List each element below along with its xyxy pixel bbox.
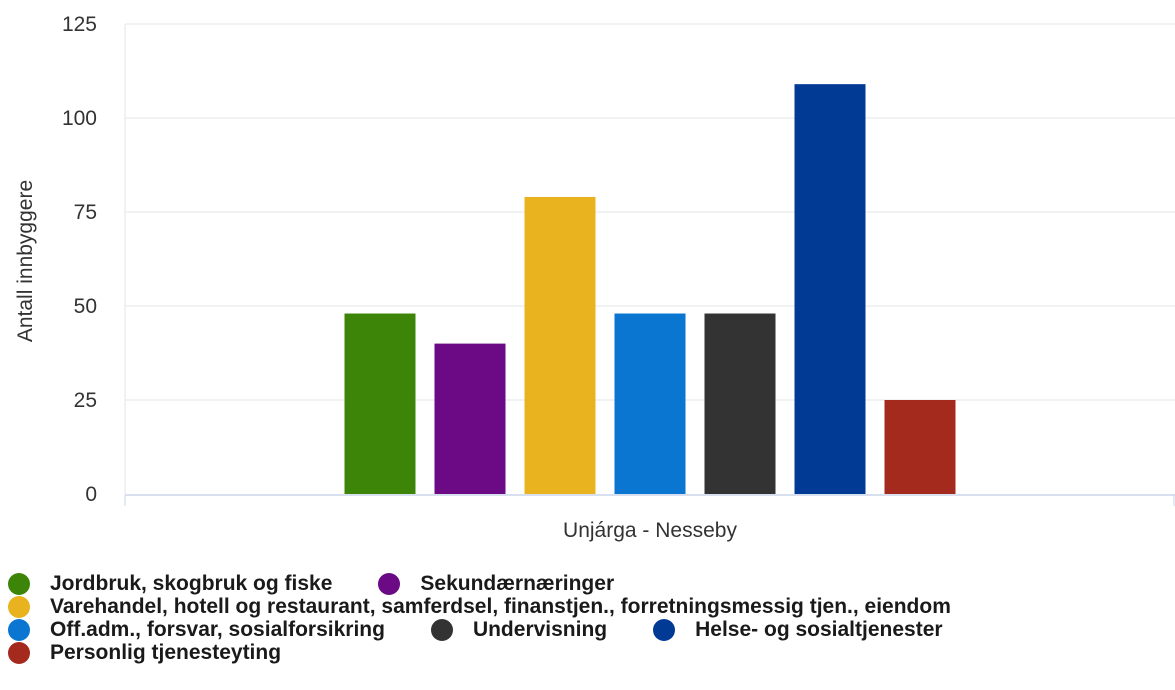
legend-label: Off.adm., forsvar, sosialforsikring (50, 618, 385, 641)
legend-marker-icon (653, 618, 676, 641)
legend-row: Jordbruk, skogbruk og fiske Sekundærnæri… (8, 572, 1175, 595)
y-tick-label: 50 (74, 295, 97, 318)
legend-item-varehandel[interactable]: Varehandel, hotell og restaurant, samfer… (8, 595, 951, 618)
legend-item-sekundaer[interactable]: Sekundærnæringer (378, 572, 614, 595)
x-axis (124, 494, 1175, 506)
y-tick-label: 100 (62, 107, 97, 130)
bar[interactable] (434, 343, 506, 494)
legend-row: Varehandel, hotell og restaurant, samfer… (8, 595, 1175, 618)
bar-chart: 0 25 50 75 100 125 Antall innbyggere Unjárga … (14, 13, 1175, 542)
legend-item-personlig[interactable]: Personlig tjenesteyting (8, 641, 281, 664)
bar[interactable] (884, 400, 956, 494)
y-tick-label: 0 (85, 483, 97, 506)
legend: Jordbruk, skogbruk og fiske Sekundærnæri… (8, 572, 1175, 664)
legend-marker-icon (378, 572, 401, 595)
legend-label: Personlig tjenesteyting (50, 641, 282, 664)
legend-marker-icon (8, 595, 30, 618)
legend-item-off-adm[interactable]: Off.adm., forsvar, sosialforsikring (8, 618, 385, 641)
legend-label: Undervisning (472, 618, 608, 641)
bars (344, 84, 956, 494)
legend-row: Personlig tjenesteyting (8, 641, 1175, 664)
bar[interactable] (794, 84, 866, 494)
y-axis-title: Antall innbyggere (14, 180, 37, 342)
bar[interactable] (344, 313, 416, 494)
y-axis-ticks: 0 25 50 75 100 125 (62, 13, 97, 506)
bar[interactable] (524, 196, 596, 494)
legend-label: Jordbruk, skogbruk og fiske (50, 572, 333, 595)
legend-label: Varehandel, hotell og restaurant, samfer… (50, 595, 951, 618)
y-tick-label: 25 (74, 389, 97, 412)
legend-label: Helse- og sosialtjenester (695, 618, 943, 641)
legend-row: Off.adm., forsvar, sosialforsikring Unde… (8, 618, 1175, 641)
bar[interactable] (704, 313, 776, 494)
legend-label: Sekundærnæringer (420, 572, 615, 595)
grid-lines (124, 23, 1175, 494)
legend-marker-icon (8, 618, 30, 641)
legend-marker-icon (430, 618, 453, 641)
legend-marker-icon (8, 641, 30, 664)
y-tick-label: 125 (62, 13, 97, 36)
legend-item-jordbruk[interactable]: Jordbruk, skogbruk og fiske (8, 572, 332, 595)
y-tick-label: 75 (74, 201, 97, 224)
legend-item-helse[interactable]: Helse- og sosialtjenester (653, 618, 943, 641)
legend-marker-icon (8, 572, 30, 595)
legend-item-undervisning[interactable]: Undervisning (430, 618, 608, 641)
x-category-label: Unjárga - Nesseby (563, 519, 737, 542)
bar[interactable] (614, 313, 686, 494)
